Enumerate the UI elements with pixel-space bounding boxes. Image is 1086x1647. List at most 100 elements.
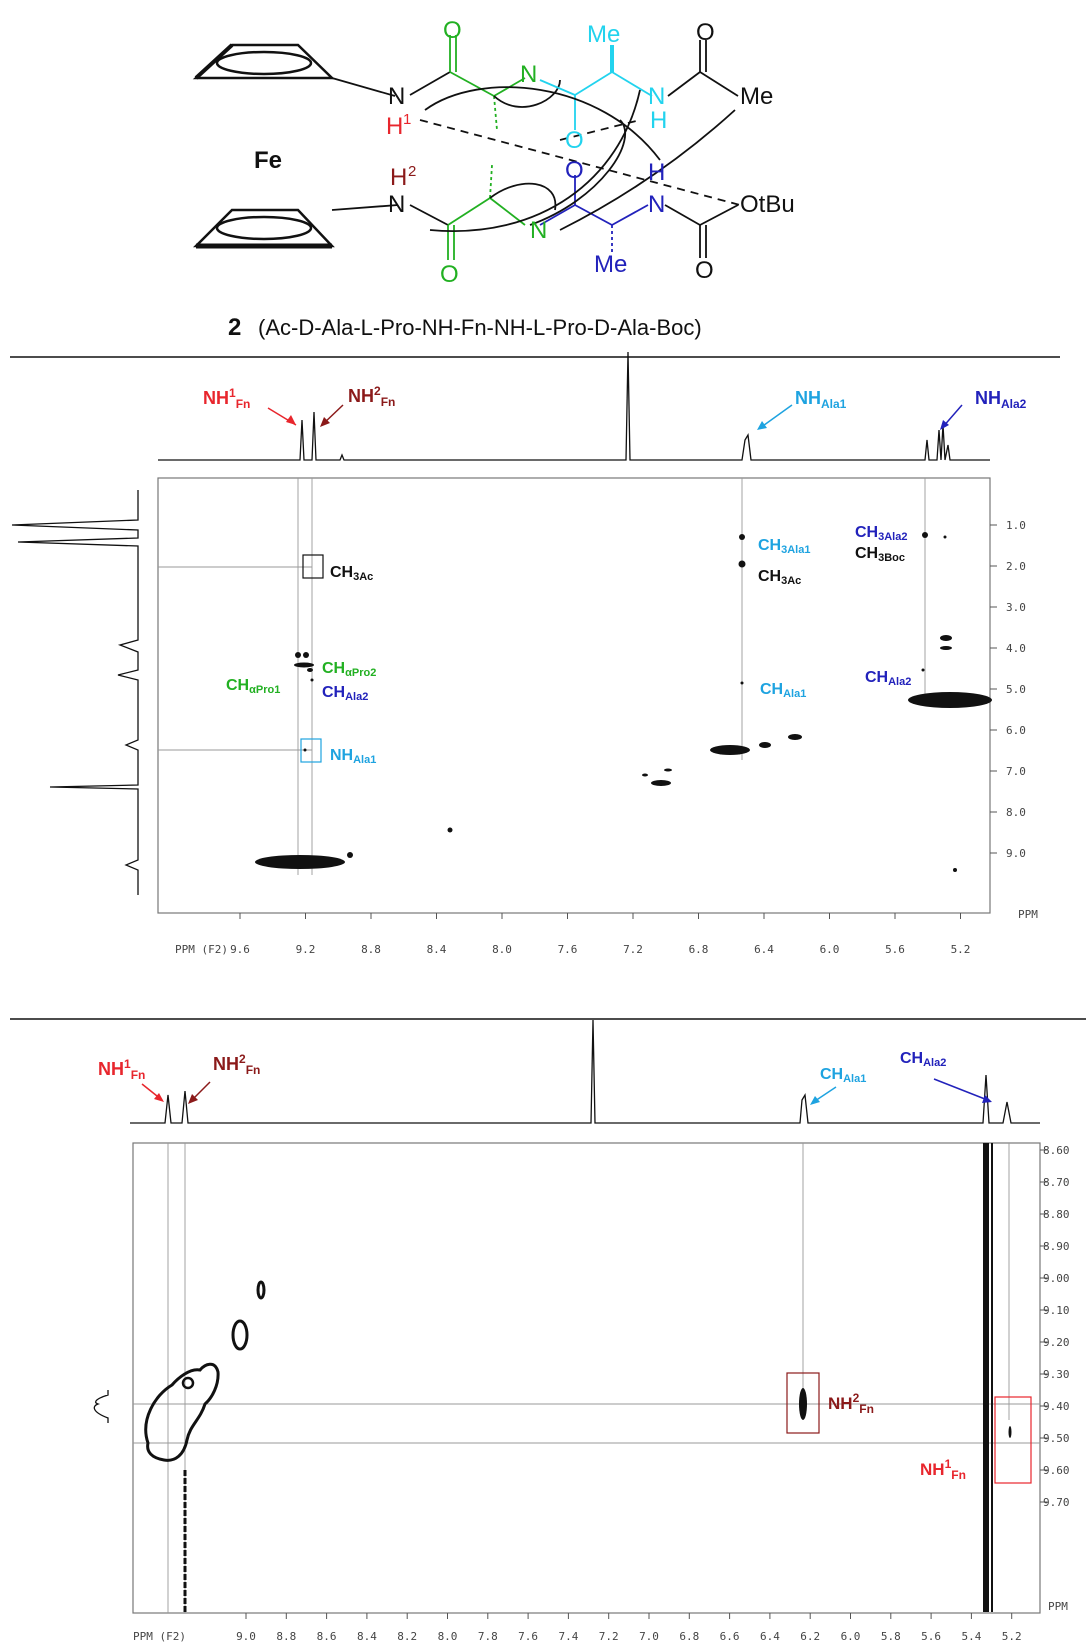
- atom-me-top: Me: [587, 21, 620, 48]
- panel1-y-axis-label: PPM: [1018, 908, 1038, 921]
- fe-label: Fe: [254, 147, 282, 174]
- label-nh1fn-box: NH1Fn: [920, 1457, 966, 1482]
- panel2-x-tick-label: 8.2: [397, 1630, 417, 1643]
- panel1-labels: NH1Fn NH2Fn NHAla1 NHAla2 CH3Ac CH3Ala1 …: [203, 384, 1027, 766]
- atom-o-top-cyan: O: [565, 127, 584, 154]
- panel1-x-tick-label: 9.6: [230, 943, 250, 956]
- label-nh2fn-p2: NH2Fn: [213, 1052, 260, 1077]
- panel2-x-tick-label: 6.8: [679, 1630, 699, 1643]
- panel1-y-tick-label: 3.0: [1006, 601, 1026, 614]
- panel2-y-tick-label: 9.00: [1043, 1272, 1070, 1285]
- panel1-x-tick-label: 8.4: [427, 943, 447, 956]
- top-chain: [409, 35, 739, 131]
- label-ch3boc: CH3Boc: [855, 545, 905, 564]
- panel2-y-tick-label: 9.60: [1043, 1464, 1070, 1477]
- panel1-y-tick-label: 9.0: [1006, 847, 1026, 860]
- panel1-guide-lines: [158, 478, 926, 875]
- atom-n-top: N: [388, 83, 405, 110]
- panel2-x-axis-label: PPM (F2): [133, 1630, 186, 1643]
- panel2-x-tick-label: 7.6: [518, 1630, 538, 1643]
- atom-h1-sup: 1: [403, 111, 411, 128]
- noe-arrows: [419, 86, 741, 232]
- panel2-x-tick-label: 6.6: [720, 1630, 740, 1643]
- bottom-cp-ring: [192, 204, 399, 249]
- label-chapro2: CHαPro2: [322, 660, 376, 679]
- atom-o-bottom-blue: O: [565, 157, 584, 184]
- panel1-y-tick-label: 7.0: [1006, 765, 1026, 778]
- label-nhala1-box: NHAla1: [330, 747, 376, 766]
- panel2-y-tick-label: 8.60: [1043, 1144, 1070, 1157]
- atom-o-bottom-green: O: [440, 261, 459, 288]
- panel2-y-tick-label: 9.10: [1043, 1304, 1070, 1317]
- panel1-x-tick-label: 9.2: [296, 943, 316, 956]
- atom-o-bottom-black: O: [695, 257, 714, 284]
- label-ch3ala2: CH3Ala2: [855, 524, 907, 543]
- panel2-y-tick-label: 9.20: [1043, 1336, 1070, 1349]
- panel1-spectrum: NH1Fn NH2Fn NHAla1 NHAla2 CH3Ac CH3Ala1 …: [11, 351, 1038, 956]
- panel2-left-projection: [93, 1390, 109, 1423]
- panel2-x-tick-label: 5.8: [881, 1630, 901, 1643]
- label-chala2-p2: CHAla2: [900, 1050, 946, 1069]
- panel2-y-axis-label: PPM: [1048, 1600, 1068, 1613]
- panel1-x-tick-label: 7.6: [558, 943, 578, 956]
- panel2-x-ticks: 9.0 8.8 8.6 8.4 8.2 8.0 7.8 7.6 7.4 7.2 7.0 6.8 6.6 6…: [236, 1613, 1022, 1643]
- atom-n-bottom-blue: N: [648, 191, 665, 218]
- panel1-y-tick-label: 4.0: [1006, 642, 1026, 655]
- label-nhala1-top: NHAla1: [795, 388, 847, 411]
- label-chapro1: CHαPro1: [226, 677, 280, 696]
- panel1-x-tick-label: 8.0: [492, 943, 512, 956]
- panel1-x-tick-label: 5.2: [951, 943, 971, 956]
- panel2-y-ticks: 8.60 8.70 8.80 8.90 9.00 9.10 9.20 9.30 9.40 9.50…: [1040, 1144, 1070, 1509]
- panel2-y-tick-label: 9.40: [1043, 1400, 1070, 1413]
- atom-n-bottom-green: N: [530, 217, 547, 244]
- panel2-y-tick-label: 8.80: [1043, 1208, 1070, 1221]
- panel2-box-nh1fn: [994, 1396, 1032, 1484]
- top-cp-ring: [192, 43, 396, 97]
- panel2-x-tick-label: 7.8: [478, 1630, 498, 1643]
- panel2-guide-lines: [133, 1143, 1040, 1613]
- atom-o-top-black: O: [696, 19, 715, 46]
- panel2-y-tick-label: 8.90: [1043, 1240, 1070, 1253]
- atom-me-right: Me: [740, 83, 773, 110]
- atom-labels: N H 1 O N Me O N H O Me H 2 N O N O H N …: [386, 17, 795, 288]
- atom-me-bottom: Me: [594, 251, 627, 278]
- panel2-x-tick-label: 5.4: [961, 1630, 981, 1643]
- panel1-y-ticks: 1.0 2.0 3.0 4.0 5.0 6.0 7.0 8.0 9.0: [990, 519, 1026, 860]
- panel2-x-tick-label: 5.2: [1002, 1630, 1022, 1643]
- label-chala2-left: CHAla2: [322, 684, 368, 703]
- label-nh1fn-p2: NH1Fn: [98, 1057, 145, 1082]
- label-ch3ala1: CH3Ala1: [758, 537, 810, 556]
- atom-h-top-cyan: H: [650, 107, 667, 134]
- panel2-x-tick-label: 8.6: [317, 1630, 337, 1643]
- panel2-frame: [132, 1142, 1041, 1614]
- label-chala1: CHAla1: [760, 681, 806, 700]
- panel2-spectrum: NH1Fn NH2Fn CHAla1 CHAla2 NH2Fn NH1Fn PP…: [93, 1019, 1070, 1643]
- panel2-x-tick-label: 8.4: [357, 1630, 377, 1643]
- panel2-x-tick-label: 7.4: [558, 1630, 578, 1643]
- panel2-x-tick-label: 6.4: [760, 1630, 780, 1643]
- label-nh1fn-top: NH1Fn: [203, 386, 250, 411]
- panel1-y-tick-label: 6.0: [1006, 724, 1026, 737]
- panel1-peaks: [255, 532, 992, 872]
- panel2-x-tick-label: 7.2: [599, 1630, 619, 1643]
- panel1-left-projection: [11, 490, 139, 895]
- label-nh2fn-box: NH2Fn: [828, 1391, 874, 1416]
- panel1-x-tick-label: 7.2: [623, 943, 643, 956]
- panel2-y-tick-label: 8.70: [1043, 1176, 1070, 1189]
- panel2-labels: NH1Fn NH2Fn CHAla1 CHAla2 NH2Fn NH1Fn: [98, 1050, 966, 1482]
- compound-number: 2: [228, 314, 241, 341]
- panel1-x-axis-label: PPM (F2): [175, 943, 228, 956]
- label-ch3ac-left: CH3Ac: [330, 564, 373, 583]
- panel2-x-tick-label: 9.0: [236, 1630, 256, 1643]
- panel1-frame: [157, 477, 991, 914]
- atom-h-bottom-blue: H: [648, 159, 665, 186]
- label-ch3ac-right: CH3Ac: [758, 568, 801, 587]
- panel1-y-tick-label: 8.0: [1006, 806, 1026, 819]
- compound-caption: (Ac-D-Ala-L-Pro-NH-Fn-NH-L-Pro-D-Ala-Boc…: [258, 315, 702, 340]
- panel1-x-tick-label: 6.8: [689, 943, 709, 956]
- panel1-top-projection: [158, 351, 990, 461]
- panel2-y-tick-label: 9.30: [1043, 1368, 1070, 1381]
- panel1-y-tick-label: 1.0: [1006, 519, 1026, 532]
- atom-h-top: H: [386, 113, 403, 140]
